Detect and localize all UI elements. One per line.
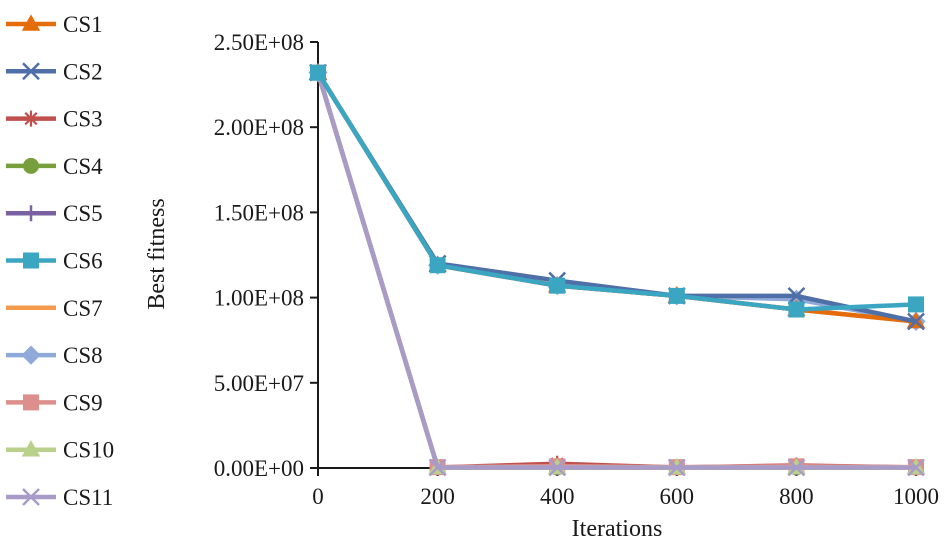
legend-label: CS2: [63, 59, 103, 84]
x-ticks: 0 200 400 600 800 1000: [312, 468, 939, 509]
data-point-cs6: [310, 64, 326, 81]
series-line-cs5: [315, 72, 916, 470]
x-tick-label: 0: [312, 484, 324, 509]
data-point-cs6: [788, 301, 805, 318]
data-point-cs6: [668, 287, 685, 304]
series-cs7: [316, 71, 917, 324]
series-line-cs10: [315, 72, 916, 470]
legend-item-cs7: CS7: [6, 296, 103, 321]
series-cs11: [309, 63, 925, 477]
legend-label: CS4: [63, 154, 103, 179]
series-line-cs3: [315, 72, 917, 470]
legend-swatch-marker: [23, 205, 39, 222]
y-tick-label: 2.50E+08: [214, 30, 304, 55]
legend-item-cs5: CS5: [6, 201, 103, 226]
legend-swatch-marker: [23, 252, 39, 269]
legend-label: CS6: [63, 249, 103, 274]
series-line-cs2: [316, 71, 917, 324]
legend: CS1 CS2 CS3 CS4 CS5 CS6 CS7 CS8 CS9 CS10 CS11: [6, 12, 114, 510]
data-point-cs11: [548, 458, 567, 477]
data-point-cs11: [428, 458, 447, 477]
legend-swatch-marker: [21, 345, 41, 365]
series-line-cs8: [316, 71, 917, 324]
x-tick-label: 200: [420, 484, 455, 509]
y-tick-label: 0.00E+00: [214, 456, 304, 481]
legend-item-cs1: CS1: [6, 12, 103, 37]
y-tick-label: 5.00E+07: [214, 371, 304, 396]
y-ticks: 0.00E+00 5.00E+07 1.00E+08 1.50E+08 2.00E+08…: [214, 30, 318, 481]
data-point-cs8: [786, 289, 806, 309]
legend-item-cs3: CS3: [6, 107, 103, 132]
legend-item-cs6: CS6: [6, 249, 103, 274]
series-cs4: [310, 64, 924, 476]
legend-swatch-marker: [22, 488, 40, 506]
plot-series: [308, 63, 926, 477]
series-cs3: [310, 64, 924, 476]
legend-swatch-marker: [22, 62, 40, 81]
legend-item-cs2: CS2: [6, 59, 103, 84]
series-cs9: [310, 64, 924, 476]
data-point-cs6: [549, 277, 566, 294]
x-tick-label: 800: [779, 484, 814, 509]
legend-item-cs11: CS11: [6, 485, 113, 510]
series-line-cs7: [316, 71, 917, 324]
legend-label: CS8: [63, 343, 103, 368]
legend-item-cs9: CS9: [6, 390, 103, 415]
x-axis-title: Iterations: [572, 516, 663, 541]
x-tick-label: 1000: [893, 484, 939, 509]
series-cs6: [310, 64, 924, 318]
data-point-cs2: [787, 287, 806, 305]
series-cs5: [310, 64, 924, 476]
legend-label: CS11: [63, 485, 113, 510]
legend-swatch-marker: [21, 440, 41, 457]
series-cs10: [308, 63, 926, 475]
y-tick-label: 1.50E+08: [214, 200, 304, 225]
series-line-cs11: [315, 72, 916, 470]
data-point-cs11: [667, 458, 686, 477]
legend-item-cs8: CS8: [6, 343, 103, 368]
y-tick-label: 1.00E+08: [214, 286, 304, 311]
data-point-cs6: [908, 296, 924, 313]
legend-swatch-marker: [23, 394, 39, 411]
series-line-cs6: [316, 71, 917, 312]
legend-label: CS7: [63, 296, 103, 321]
legend-item-cs4: CS4: [6, 154, 103, 179]
legend-label: CS5: [63, 201, 103, 226]
legend-swatch-marker: [23, 110, 39, 127]
legend-swatch-marker: [23, 157, 39, 174]
y-axis-title: Best fitness: [144, 198, 170, 309]
x-tick-label: 400: [540, 484, 575, 509]
legend-label: CS1: [63, 12, 103, 37]
series-line-cs4: [315, 72, 916, 470]
axes: [317, 42, 916, 469]
legend-label: CS9: [63, 390, 103, 415]
legend-swatch-marker: [21, 14, 41, 31]
series-line-cs1: [316, 71, 917, 324]
data-point-cs11: [907, 458, 925, 477]
series-line-cs9: [315, 72, 917, 470]
data-point-cs6: [429, 257, 446, 274]
y-tick-label: 2.00E+08: [214, 115, 304, 140]
legend-label: CS3: [63, 107, 103, 132]
data-point-cs11: [787, 458, 806, 477]
data-point-cs2: [907, 312, 925, 331]
x-tick-label: 600: [660, 484, 695, 509]
legend-label: CS10: [63, 438, 114, 463]
legend-item-cs10: CS10: [6, 438, 114, 463]
